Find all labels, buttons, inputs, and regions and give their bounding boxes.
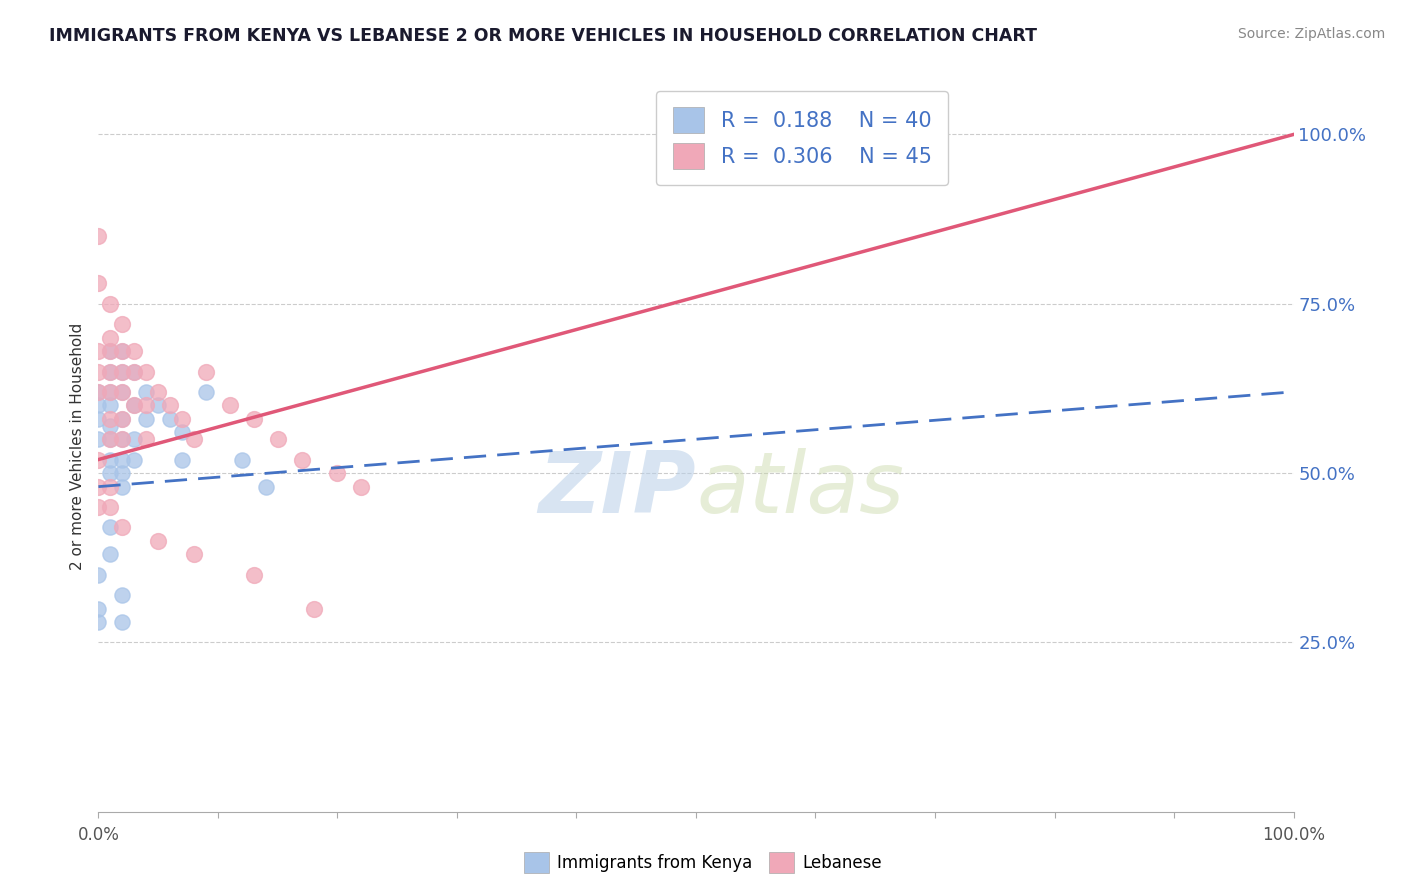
Point: [111, 466, 134, 480]
Legend: Immigrants from Kenya, Lebanese: Immigrants from Kenya, Lebanese: [517, 846, 889, 880]
Legend: R =  0.188    N = 40, R =  0.306    N = 45: R = 0.188 N = 40, R = 0.306 N = 45: [657, 91, 949, 186]
Text: IMMIGRANTS FROM KENYA VS LEBANESE 2 OR MORE VEHICLES IN HOUSEHOLD CORRELATION CH: IMMIGRANTS FROM KENYA VS LEBANESE 2 OR M…: [49, 27, 1038, 45]
Point: [172, 452, 194, 467]
Point: [98, 432, 122, 446]
Point: [111, 615, 134, 629]
Point: [98, 344, 122, 359]
Point: [159, 412, 181, 426]
Point: [87, 384, 110, 399]
Point: [98, 500, 122, 514]
Point: [87, 398, 110, 412]
Point: [183, 547, 205, 561]
Point: [111, 364, 134, 378]
Point: [98, 344, 122, 359]
Point: [291, 452, 314, 467]
Point: [98, 432, 122, 446]
Point: [111, 364, 134, 378]
Point: [111, 452, 134, 467]
Point: [135, 412, 157, 426]
Point: [98, 331, 122, 345]
Point: [111, 344, 134, 359]
Point: [111, 384, 134, 399]
Point: [195, 384, 218, 399]
Point: [98, 412, 122, 426]
Point: [87, 412, 110, 426]
Point: [87, 229, 110, 244]
Point: [87, 615, 110, 629]
Point: [87, 480, 110, 494]
Point: [124, 398, 146, 412]
Point: [243, 567, 266, 582]
Point: [111, 412, 134, 426]
Point: [87, 601, 110, 615]
Point: [98, 418, 122, 433]
Point: [124, 432, 146, 446]
Point: [135, 432, 157, 446]
Point: [111, 412, 134, 426]
Point: [148, 533, 170, 548]
Point: [87, 364, 110, 378]
Point: [98, 384, 122, 399]
Point: [98, 547, 122, 561]
Point: [87, 344, 110, 359]
Point: [98, 520, 122, 534]
Y-axis label: 2 or more Vehicles in Household: 2 or more Vehicles in Household: [69, 322, 84, 570]
Point: [135, 384, 157, 399]
Point: [172, 412, 194, 426]
Point: [350, 480, 373, 494]
Point: [267, 432, 290, 446]
Point: [87, 384, 110, 399]
Point: [195, 364, 218, 378]
Point: [254, 480, 277, 494]
Point: [98, 398, 122, 412]
Point: [87, 432, 110, 446]
Point: [111, 480, 134, 494]
Point: [124, 364, 146, 378]
Point: [98, 480, 122, 494]
Point: [87, 500, 110, 514]
Point: [302, 601, 325, 615]
Point: [87, 567, 110, 582]
Point: [148, 398, 170, 412]
Point: [172, 425, 194, 440]
Point: [111, 588, 134, 602]
Point: [111, 317, 134, 331]
Point: [135, 364, 157, 378]
Text: atlas: atlas: [696, 449, 904, 532]
Point: [135, 398, 157, 412]
Point: [124, 398, 146, 412]
Point: [98, 384, 122, 399]
Point: [111, 384, 134, 399]
Point: [98, 466, 122, 480]
Point: [87, 452, 110, 467]
Point: [98, 297, 122, 311]
Point: [231, 452, 253, 467]
Point: [111, 520, 134, 534]
Point: [124, 364, 146, 378]
Text: Source: ZipAtlas.com: Source: ZipAtlas.com: [1237, 27, 1385, 41]
Point: [243, 412, 266, 426]
Point: [159, 398, 181, 412]
Point: [183, 432, 205, 446]
Point: [111, 432, 134, 446]
Point: [98, 452, 122, 467]
Point: [124, 452, 146, 467]
Point: [326, 466, 349, 480]
Text: ZIP: ZIP: [538, 449, 696, 532]
Point: [98, 364, 122, 378]
Point: [87, 277, 110, 291]
Point: [98, 364, 122, 378]
Point: [219, 398, 242, 412]
Point: [124, 344, 146, 359]
Point: [111, 432, 134, 446]
Point: [148, 384, 170, 399]
Point: [111, 344, 134, 359]
